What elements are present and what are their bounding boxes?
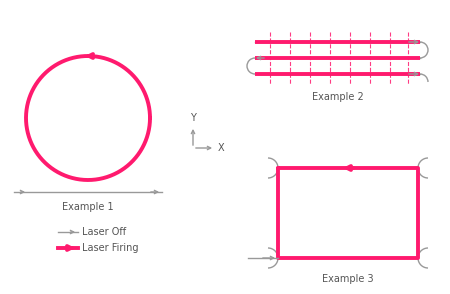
Text: Y: Y [190, 113, 196, 123]
Text: Example 3: Example 3 [322, 274, 374, 284]
Text: Laser Firing: Laser Firing [82, 243, 139, 253]
Text: X: X [218, 143, 225, 153]
Text: Example 2: Example 2 [311, 92, 364, 102]
Text: Laser Off: Laser Off [82, 227, 126, 237]
Text: Example 1: Example 1 [62, 202, 114, 212]
